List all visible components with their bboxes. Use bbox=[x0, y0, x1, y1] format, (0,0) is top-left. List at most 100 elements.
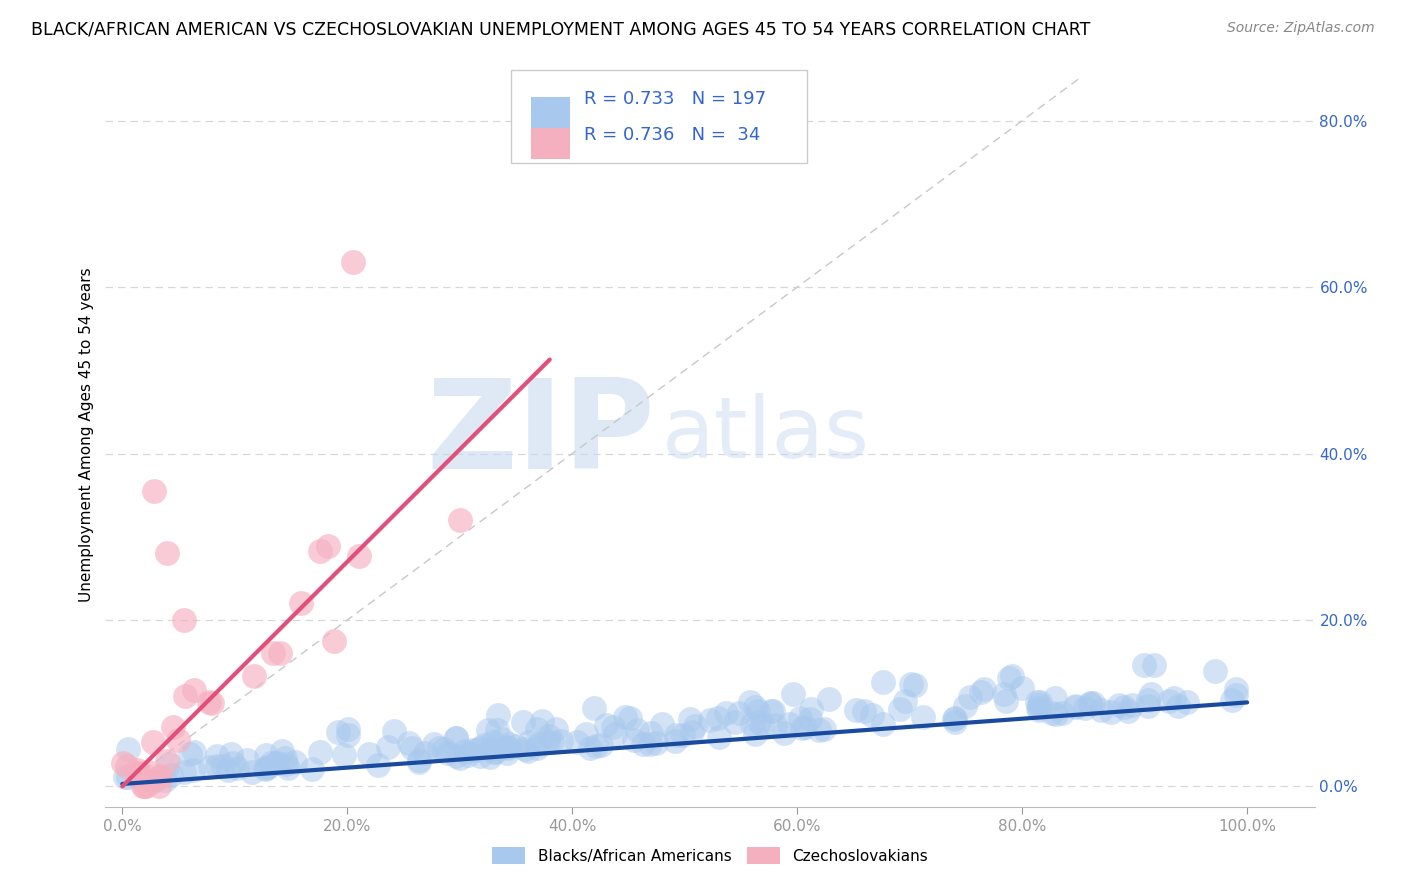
Point bbox=[738, 695, 761, 709]
Point bbox=[894, 694, 917, 708]
Point bbox=[342, 255, 364, 269]
Point bbox=[496, 746, 519, 760]
Point bbox=[183, 683, 205, 698]
Point bbox=[470, 749, 492, 764]
Point bbox=[763, 718, 786, 732]
Point bbox=[1121, 698, 1143, 712]
Point bbox=[681, 725, 703, 739]
Point bbox=[747, 704, 769, 718]
Point bbox=[205, 759, 228, 773]
Point bbox=[751, 716, 773, 731]
Point bbox=[408, 755, 430, 769]
Point bbox=[912, 710, 935, 724]
Point bbox=[527, 737, 550, 751]
Point bbox=[626, 723, 648, 737]
Point bbox=[127, 763, 149, 777]
Point bbox=[271, 744, 294, 758]
Point bbox=[444, 731, 467, 746]
Point bbox=[526, 740, 548, 755]
Point bbox=[807, 723, 830, 737]
Point bbox=[427, 741, 450, 756]
Point bbox=[993, 687, 1015, 701]
Point bbox=[602, 720, 624, 734]
Point bbox=[254, 760, 277, 774]
Point bbox=[491, 732, 513, 747]
Point bbox=[943, 715, 966, 730]
Point bbox=[546, 722, 568, 736]
Point bbox=[183, 745, 205, 759]
Point bbox=[498, 738, 520, 752]
Point bbox=[135, 780, 157, 794]
Point bbox=[789, 711, 811, 725]
Point bbox=[1112, 699, 1135, 714]
Point bbox=[679, 712, 702, 726]
Point bbox=[860, 707, 883, 722]
FancyBboxPatch shape bbox=[531, 128, 569, 160]
Point bbox=[1204, 664, 1226, 678]
Point bbox=[800, 702, 823, 716]
Point bbox=[142, 773, 165, 788]
Point bbox=[1029, 695, 1052, 709]
Point bbox=[1118, 704, 1140, 718]
Point bbox=[1026, 701, 1049, 715]
Point bbox=[290, 595, 312, 609]
Point bbox=[408, 753, 430, 767]
Point bbox=[198, 760, 221, 774]
Point bbox=[437, 746, 460, 760]
Point bbox=[1136, 693, 1159, 707]
Point bbox=[1028, 703, 1050, 717]
Point bbox=[683, 719, 706, 733]
Text: R = 0.736   N =  34: R = 0.736 N = 34 bbox=[585, 127, 761, 145]
Point bbox=[117, 742, 139, 756]
Point bbox=[221, 747, 243, 761]
Point bbox=[482, 745, 505, 759]
Point bbox=[973, 681, 995, 696]
Point bbox=[741, 717, 763, 731]
Point bbox=[782, 687, 804, 701]
Point bbox=[173, 613, 195, 627]
Point bbox=[260, 756, 283, 770]
Point bbox=[1143, 658, 1166, 673]
Point bbox=[1137, 698, 1160, 713]
Point bbox=[367, 758, 389, 772]
Point bbox=[1045, 690, 1067, 705]
Text: BLACK/AFRICAN AMERICAN VS CZECHOSLOVAKIAN UNEMPLOYMENT AMONG AGES 45 TO 54 YEARS: BLACK/AFRICAN AMERICAN VS CZECHOSLOVAKIA… bbox=[31, 21, 1090, 38]
Point bbox=[382, 724, 405, 739]
Point bbox=[148, 770, 170, 784]
Point bbox=[744, 727, 766, 741]
Point bbox=[1001, 669, 1024, 683]
Point bbox=[277, 761, 299, 775]
Point bbox=[872, 717, 894, 731]
Point bbox=[583, 701, 606, 715]
Point bbox=[461, 743, 484, 757]
Point bbox=[141, 774, 163, 789]
Point bbox=[672, 728, 695, 742]
Point bbox=[173, 765, 195, 780]
Point bbox=[845, 703, 868, 717]
Point bbox=[723, 714, 745, 729]
Point bbox=[1045, 707, 1067, 722]
Point bbox=[444, 749, 467, 764]
Point bbox=[160, 768, 183, 782]
Point bbox=[631, 737, 654, 751]
Point bbox=[217, 763, 239, 777]
Y-axis label: Unemployment Among Ages 45 to 54 years: Unemployment Among Ages 45 to 54 years bbox=[79, 268, 94, 602]
Point bbox=[1073, 701, 1095, 715]
Point bbox=[623, 733, 645, 747]
Point bbox=[1011, 681, 1033, 695]
Point bbox=[651, 717, 673, 731]
Point bbox=[498, 741, 520, 756]
Point bbox=[132, 780, 155, 794]
Point bbox=[517, 735, 540, 749]
Point bbox=[531, 714, 554, 728]
Point bbox=[1225, 681, 1247, 696]
Point bbox=[142, 483, 165, 498]
Point bbox=[457, 747, 479, 762]
Point bbox=[1081, 697, 1104, 711]
Point bbox=[472, 738, 495, 752]
Point bbox=[112, 756, 135, 771]
Point bbox=[1222, 693, 1244, 707]
Point bbox=[156, 754, 179, 768]
Point bbox=[595, 718, 617, 732]
Point bbox=[486, 707, 509, 722]
